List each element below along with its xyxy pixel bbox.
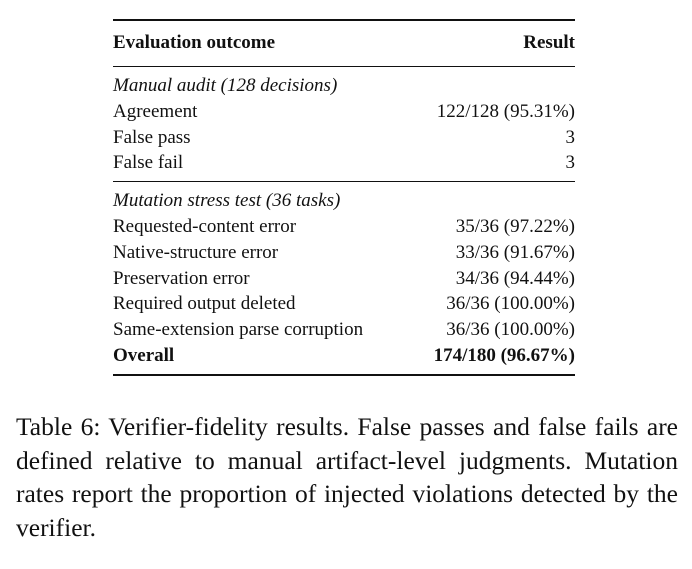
table-row: Requested-content error 35/36 (97.22%) bbox=[113, 214, 575, 240]
overall-label: Overall bbox=[113, 344, 175, 366]
row-label: Agreement bbox=[113, 100, 198, 122]
row-value: 33/36 (91.67%) bbox=[455, 241, 575, 263]
row-value: 3 bbox=[565, 126, 576, 148]
row-value: 34/36 (94.44%) bbox=[455, 267, 575, 289]
table-row: False fail 3 bbox=[113, 150, 575, 176]
table-row: Same-extension parse corruption 36/36 (1… bbox=[113, 317, 575, 343]
row-label: Same-extension parse corruption bbox=[113, 319, 364, 341]
row-value: 35/36 (97.22%) bbox=[455, 215, 575, 237]
section-title-manual-audit: Manual audit (128 decisions) bbox=[113, 73, 575, 99]
section-title-text: Manual audit (128 decisions) bbox=[113, 75, 338, 96]
section-rule bbox=[113, 181, 575, 183]
table-row: Native-structure error 33/36 (91.67%) bbox=[113, 240, 575, 266]
header-evaluation-outcome: Evaluation outcome bbox=[113, 32, 276, 53]
table-caption: Table 6: Verifier-fidelity results. Fals… bbox=[16, 410, 678, 544]
section-title-text: Mutation stress test (36 tasks) bbox=[113, 190, 341, 212]
caption-text: Table 6: Verifier-fidelity results. Fals… bbox=[16, 412, 678, 542]
row-label: False pass bbox=[113, 126, 191, 148]
row-value: 36/36 (100.00%) bbox=[446, 293, 575, 315]
row-label: Preservation error bbox=[113, 267, 250, 289]
section-title-mutation-stress-test: Mutation stress test (36 tasks) bbox=[113, 188, 575, 214]
table-row: Agreement 122/128 (95.31%) bbox=[113, 99, 575, 125]
row-label: Requested-content error bbox=[113, 215, 297, 237]
row-label: Required output deleted bbox=[113, 293, 296, 315]
results-table: Evaluation outcome Result Manual audit (… bbox=[113, 19, 575, 376]
header-rule bbox=[113, 66, 575, 67]
overall-value: 174/180 (96.67%) bbox=[433, 344, 575, 366]
table-row: Required output deleted 36/36 (100.00%) bbox=[113, 291, 575, 317]
row-label: False fail bbox=[113, 152, 184, 174]
header-result: Result bbox=[523, 32, 575, 53]
table-header-row: Evaluation outcome Result bbox=[113, 21, 575, 61]
table-row-overall: Overall 174/180 (96.67%) bbox=[113, 343, 575, 369]
table-row: Preservation error 34/36 (94.44%) bbox=[113, 266, 575, 292]
row-value: 122/128 (95.31%) bbox=[436, 100, 575, 122]
table-row: False pass 3 bbox=[113, 125, 575, 151]
row-value: 3 bbox=[565, 152, 576, 174]
row-label: Native-structure error bbox=[113, 241, 279, 263]
row-value: 36/36 (100.00%) bbox=[446, 319, 575, 341]
table-top-rule bbox=[113, 19, 575, 21]
table-bottom-rule bbox=[113, 373, 575, 376]
